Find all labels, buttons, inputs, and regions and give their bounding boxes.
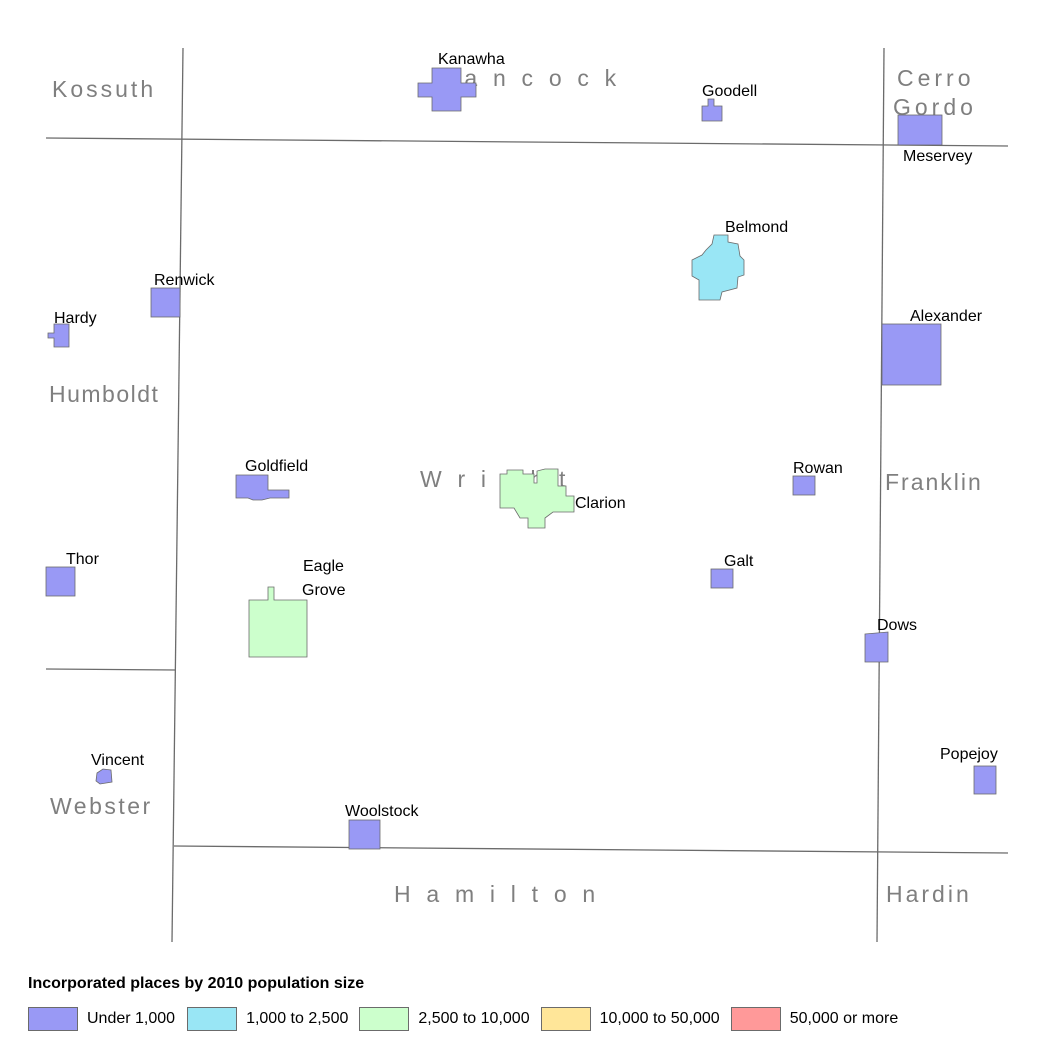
place-label-galt: Galt — [724, 553, 754, 570]
legend-swatch-2500-to-10000 — [359, 1007, 410, 1031]
place-hardy — [47, 323, 70, 348]
place-label-thor: Thor — [66, 551, 100, 568]
place-belmond — [691, 234, 745, 301]
legend-item: 2,500 to 10,000 — [359, 1007, 530, 1031]
legend-swatch-50000-plus — [730, 1007, 781, 1031]
place-meservey — [897, 114, 943, 146]
legend-title: Incorporated places by 2010 population s… — [28, 975, 365, 992]
place-label-belmond: Belmond — [725, 219, 788, 236]
legend-swatch-1000-to-2500 — [187, 1007, 238, 1031]
place-rowan — [792, 475, 816, 496]
boundary-east — [876, 47, 885, 943]
boundary-west — [171, 47, 184, 943]
legend-item: 10,000 to 50,000 — [540, 1007, 720, 1031]
county-label-webster: Webster — [50, 793, 153, 819]
legend-label: 10,000 to 50,000 — [599, 1010, 720, 1027]
boundary-humboldt-webster — [45, 668, 177, 671]
legend-label: 50,000 or more — [789, 1010, 899, 1027]
place-dows — [864, 631, 889, 663]
place-label-vincent: Vincent — [91, 752, 145, 769]
place-woolstock — [348, 819, 381, 850]
place-label-dows: Dows — [877, 617, 917, 634]
county-map: Kossuth H a n c o c k Cerro Gordo Humbol… — [45, 47, 1009, 943]
place-label-popejoy: Popejoy — [940, 746, 998, 763]
legend-item: 50,000 or more — [730, 1007, 899, 1031]
county-label-hardin: Hardin — [886, 881, 972, 907]
map-legend: Incorporated places by 2010 population s… — [28, 975, 1038, 1031]
legend-items: Under 1,000 1,000 to 2,500 2,500 to 10,0… — [28, 1007, 1038, 1031]
place-popejoy — [973, 765, 997, 795]
place-labels: Kanawha Goodell Meservey Belmond Renwick… — [54, 51, 998, 820]
place-goldfield — [235, 474, 290, 501]
county-label-humboldt: Humboldt — [49, 381, 159, 407]
place-kanawha — [417, 67, 477, 112]
legend-swatch-10000-to-50000 — [540, 1007, 591, 1031]
place-label-eagle-grove-line2: Grove — [302, 582, 346, 599]
place-thor — [45, 566, 76, 597]
boundary-south — [173, 845, 1009, 854]
place-label-alexander: Alexander — [910, 308, 983, 325]
legend-label: 1,000 to 2,500 — [246, 1010, 349, 1027]
county-label-franklin: Franklin — [885, 469, 983, 495]
legend-label: 2,500 to 10,000 — [418, 1010, 530, 1027]
county-label-hamilton: H a m i l t o n — [394, 881, 596, 907]
place-clarion — [499, 468, 575, 529]
county-label-kossuth: Kossuth — [52, 76, 156, 102]
place-label-renwick: Renwick — [154, 272, 215, 289]
legend-item: Under 1,000 — [28, 1007, 175, 1031]
place-renwick — [150, 287, 181, 318]
place-label-meservey: Meservey — [903, 148, 972, 165]
place-label-eagle-grove-line1: Eagle — [303, 558, 344, 575]
place-eagle-grove — [248, 586, 308, 658]
boundary-north — [45, 137, 1009, 147]
county-boundaries — [45, 47, 1009, 943]
place-label-rowan: Rowan — [793, 460, 843, 477]
place-vincent — [95, 768, 113, 785]
place-galt — [710, 568, 734, 589]
place-label-hardy: Hardy — [54, 310, 97, 327]
place-polygons — [45, 67, 997, 850]
county-label-cerro-gordo-line1: Cerro — [897, 65, 975, 91]
place-label-woolstock: Woolstock — [345, 803, 420, 820]
place-label-goodell: Goodell — [702, 83, 757, 100]
legend-item: 1,000 to 2,500 — [187, 1007, 348, 1031]
place-label-kanawha: Kanawha — [438, 51, 505, 68]
place-label-goldfield: Goldfield — [245, 458, 308, 475]
legend-swatch-under-1000 — [28, 1007, 78, 1031]
legend-label: Under 1,000 — [87, 1010, 176, 1027]
place-goodell — [701, 98, 723, 122]
place-alexander — [881, 323, 942, 386]
place-label-clarion: Clarion — [575, 495, 626, 512]
